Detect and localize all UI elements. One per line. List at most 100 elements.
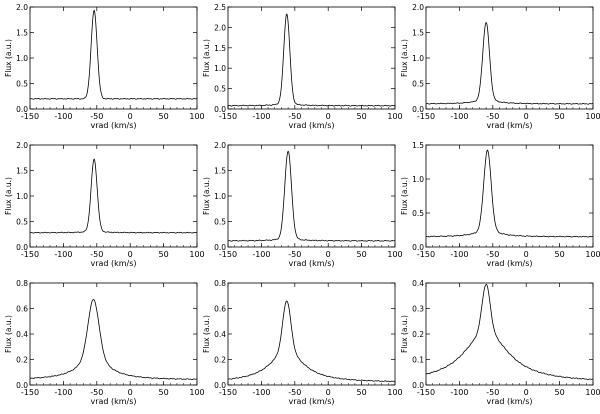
y-axis-label: Flux (a.u.)	[400, 39, 409, 77]
x-tick-label: -150	[219, 388, 237, 397]
y-tick-label: 1.5	[412, 29, 424, 38]
x-tick-label: -150	[417, 250, 435, 259]
x-tick-label: 50	[159, 250, 169, 259]
x-axis-label: vrad (km/s)	[288, 259, 334, 268]
x-tick-label: -100	[450, 388, 468, 397]
y-tick-label: 0.6	[16, 305, 28, 314]
x-tick-label: 50	[357, 250, 367, 259]
y-tick-label: 2.0	[412, 3, 424, 12]
x-axis-label: vrad (km/s)	[288, 397, 334, 406]
y-tick-label: 0.5	[214, 85, 226, 94]
x-tick-label: 0	[326, 388, 331, 397]
y-tick-label: 0.6	[214, 305, 226, 314]
x-tick-label: 50	[555, 250, 565, 259]
x-tick-label: 100	[585, 112, 600, 121]
y-tick-label: 2.0	[214, 141, 226, 150]
x-tick-label: -100	[252, 112, 270, 121]
x-axis-label: vrad (km/s)	[486, 121, 532, 130]
x-tick-label: 0	[326, 250, 331, 259]
x-tick-label: 0	[128, 388, 133, 397]
x-tick-label: 0	[128, 250, 133, 259]
plot-frame	[425, 6, 594, 110]
y-tick-label: 0.1	[412, 356, 424, 365]
x-axis-label: vrad (km/s)	[486, 397, 532, 406]
x-tick-label: -100	[252, 388, 270, 397]
panel-2: -150 -100 -50 0 50 100 0.0 0.5 1.0 1.5 2.0 2.5 vrad …	[202, 3, 403, 130]
y-axis-label: Flux (a.u.)	[400, 315, 409, 353]
plot-frame	[227, 6, 396, 110]
y-tick-label: 0.2	[214, 356, 226, 365]
y-tick-label: 0.5	[412, 80, 424, 89]
x-tick-label: -100	[252, 250, 270, 259]
y-tick-label: 2.0	[214, 23, 226, 32]
y-tick-label: 0.5	[214, 218, 226, 227]
y-tick-label: 1.0	[412, 54, 424, 63]
x-tick-label: -100	[54, 112, 72, 121]
x-tick-label: 50	[159, 388, 169, 397]
y-axis-label: Flux (a.u.)	[202, 39, 211, 77]
y-tick-label: 0.5	[16, 80, 28, 89]
y-tick-label: 2.5	[214, 3, 226, 12]
panel-4: -150 -100 -50 0 50 100 0.0 0.5 1.0 1.5 2.0 vrad (km…	[4, 141, 205, 268]
y-tick-label: 1.5	[412, 141, 424, 150]
y-tick-label: 0.2	[16, 356, 28, 365]
x-tick-label: -50	[288, 388, 301, 397]
y-tick-label: 0.8	[16, 279, 28, 288]
x-tick-label: 50	[357, 388, 367, 397]
y-tick-label: 0.0	[16, 243, 28, 252]
y-tick-label: 0.0	[214, 381, 226, 390]
y-axis-label: Flux (a.u.)	[202, 177, 211, 215]
plot-frame	[425, 282, 594, 386]
spectrum-line	[227, 150, 396, 242]
y-tick-label: 0.2	[412, 330, 424, 339]
y-tick-label: 2.0	[16, 141, 28, 150]
y-tick-label: 1.5	[16, 29, 28, 38]
plot-frame	[227, 144, 396, 248]
x-tick-label: -150	[21, 250, 39, 259]
x-tick-label: 50	[555, 112, 565, 121]
x-axis-label: vrad (km/s)	[90, 397, 136, 406]
spectrum-line	[29, 299, 198, 380]
y-tick-label: 0.3	[412, 305, 424, 314]
panel-7: -150 -100 -50 0 50 100 0.0 0.2 0.4 0.6 0.8 vrad (km…	[4, 279, 205, 406]
x-tick-label: -150	[219, 112, 237, 121]
panel-5: -150 -100 -50 0 50 100 0.0 0.5 1.0 1.5 2.0 vrad (km…	[202, 141, 403, 268]
x-axis-label: vrad (km/s)	[288, 121, 334, 130]
x-tick-label: 100	[189, 112, 204, 121]
plot-frame	[29, 144, 198, 248]
y-tick-label: 1.0	[214, 192, 226, 201]
y-tick-label: 0.0	[214, 105, 226, 114]
y-axis-label: Flux (a.u.)	[4, 39, 13, 77]
panel-3: -150 -100 -50 0 50 100 0.0 0.5 1.0 1.5 2.0 vrad (km…	[400, 3, 600, 130]
panel-6: -150 -100 -50 0 50 100 0.0 0.5 1.0 1.5 vrad (km/s)…	[400, 141, 600, 268]
y-axis-label: Flux (a.u.)	[400, 177, 409, 215]
y-tick-label: 1.0	[16, 192, 28, 201]
y-tick-label: 1.5	[214, 167, 226, 176]
y-tick-label: 0.0	[412, 243, 424, 252]
x-tick-label: 0	[524, 388, 529, 397]
x-tick-label: 100	[387, 388, 402, 397]
x-tick-label: 100	[387, 250, 402, 259]
y-tick-label: 1.0	[214, 64, 226, 73]
x-tick-label: 100	[585, 388, 600, 397]
x-axis-label: vrad (km/s)	[486, 259, 532, 268]
panel-9: -150 -100 -50 0 50 100 0.0 0.1 0.2 0.3 0.4 vrad (km…	[400, 279, 600, 406]
x-tick-label: -100	[450, 250, 468, 259]
x-tick-label: -150	[417, 388, 435, 397]
x-tick-label: -50	[90, 112, 103, 121]
y-tick-label: 0.4	[412, 279, 424, 288]
x-axis-label: vrad (km/s)	[90, 121, 136, 130]
y-tick-label: 0.4	[214, 330, 226, 339]
x-tick-label: 100	[189, 250, 204, 259]
spectrum-line	[29, 9, 198, 100]
y-tick-label: 1.0	[16, 54, 28, 63]
x-tick-label: -100	[54, 388, 72, 397]
panel-8: -150 -100 -50 0 50 100 0.0 0.2 0.4 0.6 0.8 vrad (km…	[202, 279, 403, 406]
x-axis-label: vrad (km/s)	[90, 259, 136, 268]
x-tick-label: -100	[450, 112, 468, 121]
x-tick-label: -50	[486, 388, 499, 397]
panel-1: -150 -100 -50 0 50 100 0.0 0.5 1.0 1.5 2.0 vrad (km…	[4, 3, 205, 130]
x-tick-label: -100	[54, 250, 72, 259]
y-tick-label: 0.0	[214, 243, 226, 252]
spectrum-line	[227, 13, 396, 107]
